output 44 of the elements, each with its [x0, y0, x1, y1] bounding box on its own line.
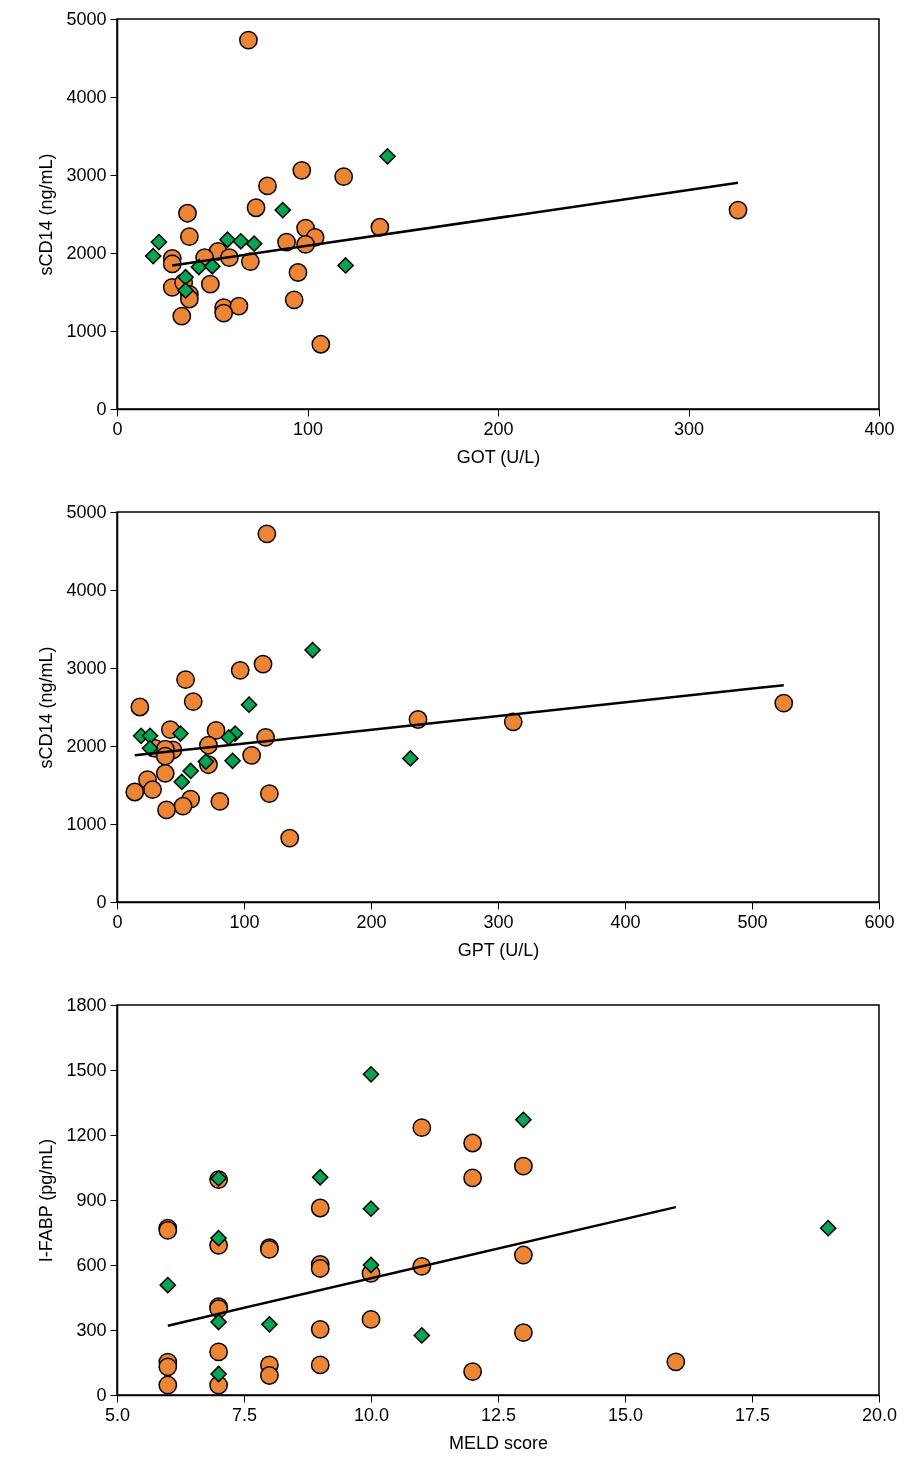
x-tick-label: 17.5 [734, 1404, 771, 1425]
y-tick-label: 5000 [66, 8, 107, 29]
x-tick-label: 300 [483, 911, 514, 932]
y-tick-label: 900 [76, 1189, 107, 1210]
y-tick-label: 300 [76, 1319, 107, 1340]
y-axis-title: I-FABP (pg/mL) [36, 1138, 57, 1263]
x-tick-label: 200 [356, 911, 387, 932]
y-tick-label: 4000 [66, 579, 107, 600]
x-tick-label: 5.0 [104, 1404, 131, 1425]
y-axis-title: sCD14 (ng/mL) [36, 646, 57, 769]
y-tick-label: 600 [76, 1254, 107, 1275]
y-tick-label: 0 [96, 1384, 107, 1405]
x-tick-label: 15.0 [607, 1404, 644, 1425]
x-tick-label: 7.5 [231, 1404, 258, 1425]
x-tick-label: 12.5 [480, 1404, 517, 1425]
y-tick-label: 1000 [66, 320, 107, 341]
y-tick-label: 1800 [66, 994, 107, 1015]
x-tick-label: 0 [112, 911, 123, 932]
x-tick-label: 0 [112, 418, 123, 439]
x-tick-label: 400 [610, 911, 641, 932]
y-tick-label: 4000 [66, 86, 107, 107]
y-tick-label: 2000 [66, 735, 107, 756]
y-tick-label: 2000 [66, 242, 107, 263]
x-axis-title: MELD score [448, 1432, 549, 1453]
x-tick-label: 200 [483, 418, 514, 439]
x-tick-label: 600 [864, 911, 895, 932]
y-tick-label: 0 [96, 891, 107, 912]
y-tick-label: 1200 [66, 1124, 107, 1145]
y-tick-label: 1000 [66, 813, 107, 834]
y-tick-label: 5000 [66, 501, 107, 522]
x-tick-label: 400 [864, 418, 895, 439]
y-tick-label: 0 [96, 398, 107, 419]
x-tick-label: 100 [292, 418, 324, 439]
y-tick-label: 1500 [66, 1059, 107, 1080]
x-tick-label: 100 [229, 911, 260, 932]
x-tick-label: 10.0 [353, 1404, 390, 1425]
x-tick-label: 500 [737, 911, 768, 932]
x-tick-label: 20.0 [861, 1404, 898, 1425]
y-axis-title: sCD14 (ng/mL) [36, 153, 57, 276]
x-axis-title: GPT (U/L) [457, 939, 540, 960]
y-tick-label: 3000 [66, 657, 107, 678]
x-tick-label: 300 [673, 418, 705, 439]
y-tick-label: 3000 [66, 164, 107, 185]
x-axis-title: GOT (U/L) [456, 446, 541, 467]
